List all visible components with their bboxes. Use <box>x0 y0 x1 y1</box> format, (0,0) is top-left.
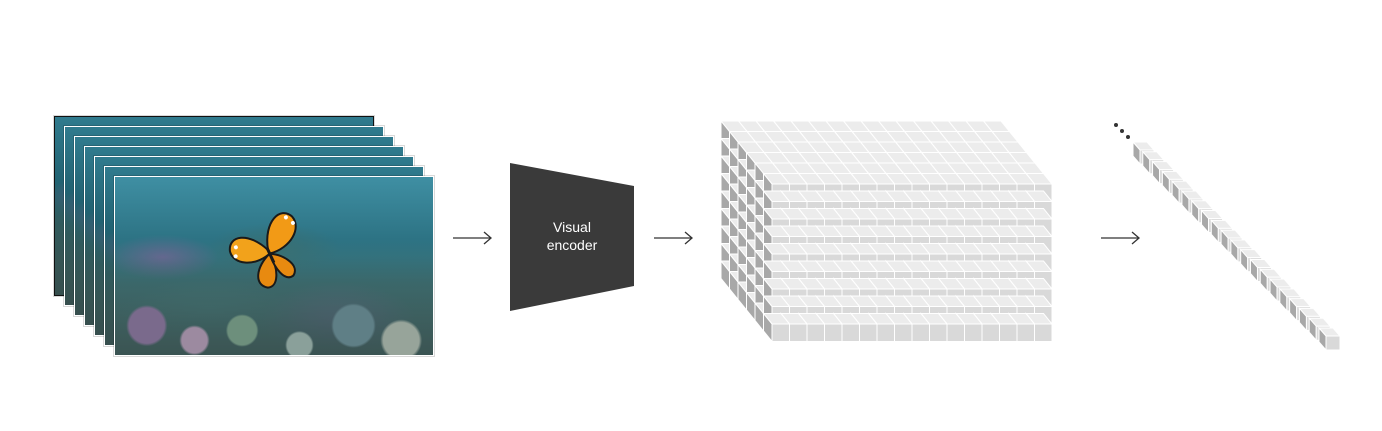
cube-front-face <box>806 323 825 342</box>
cube-front-face <box>1034 323 1053 342</box>
right-arrow-icon <box>1101 231 1140 245</box>
cube-front-face <box>789 323 808 342</box>
cube-front-face <box>876 323 895 342</box>
cube-front-face <box>771 323 790 342</box>
encoder-label-line1: Visual <box>553 219 591 235</box>
encoder-label-line2: encoder <box>546 237 598 253</box>
cube-front-face <box>911 323 930 342</box>
token-cube-grid <box>719 119 1054 343</box>
visual-encoder-block <box>510 163 634 311</box>
cube-front-face <box>1016 323 1035 342</box>
token-cube <box>762 294 791 326</box>
cube-front-face <box>894 323 913 342</box>
right-arrow-icon <box>654 231 693 245</box>
butterfly-icon <box>228 212 297 289</box>
encoder-label: Visual encoder <box>510 218 634 254</box>
ellipsis-dots-icon <box>1114 123 1130 139</box>
token-sequence <box>1131 140 1342 352</box>
cube-front-face <box>841 323 860 342</box>
cube-front-face <box>824 323 843 342</box>
sequence-token-cube <box>1317 326 1342 352</box>
right-arrow-icon <box>453 231 492 245</box>
cube-front-face <box>999 323 1018 342</box>
cube-front-face <box>859 323 878 342</box>
cube-front-face <box>946 323 965 342</box>
cube-front-face <box>981 323 1000 342</box>
cube-front-face <box>964 323 983 342</box>
cube-front-face <box>1325 335 1341 351</box>
token-cube <box>762 312 791 343</box>
cube-front-face <box>929 323 948 342</box>
